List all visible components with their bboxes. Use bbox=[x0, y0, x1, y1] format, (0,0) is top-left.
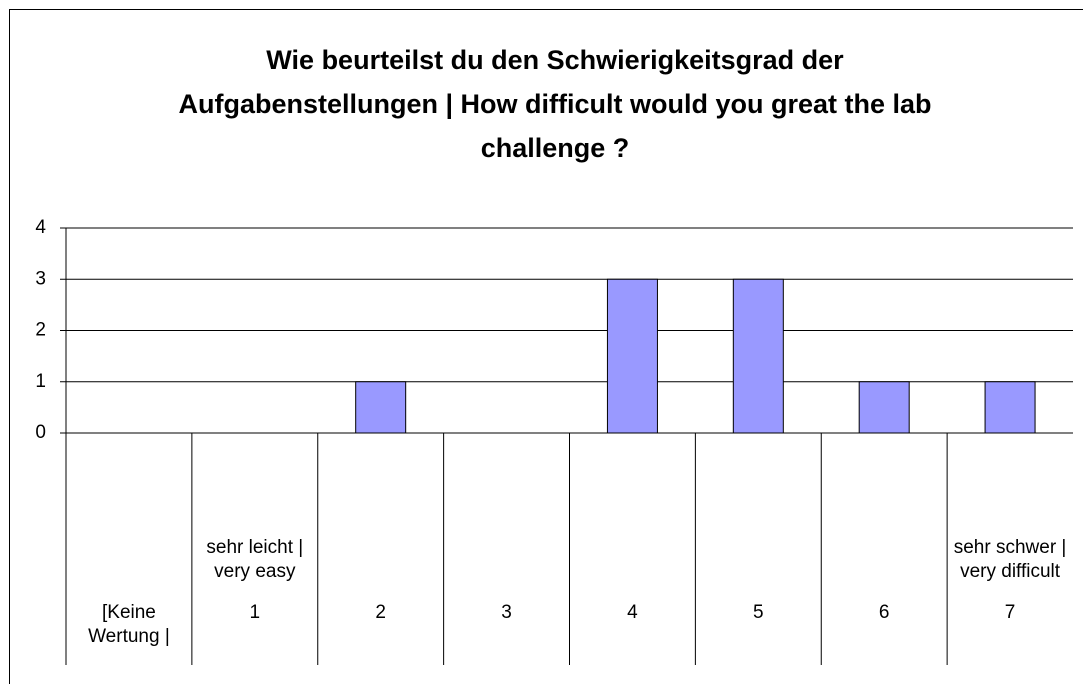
chart-frame bbox=[9, 9, 1083, 684]
y-tick-label: 3 bbox=[35, 268, 46, 289]
x-tick-label: 7 bbox=[1004, 602, 1016, 623]
x-tick-label: 6 bbox=[878, 602, 890, 623]
bar bbox=[858, 381, 910, 434]
y-tick-label: 2 bbox=[35, 320, 46, 341]
y-tick-label: 1 bbox=[35, 371, 46, 392]
bar bbox=[355, 381, 407, 434]
y-tick-label: 0 bbox=[35, 422, 46, 443]
y-tick-label: 4 bbox=[35, 217, 46, 238]
x-tick-label: 1 bbox=[249, 602, 261, 623]
bar bbox=[732, 278, 784, 434]
x-tick-label: 3 bbox=[501, 602, 512, 623]
chart-title: Wie beurteilst du den Schwierigkeitsgrad… bbox=[178, 45, 932, 163]
bar bbox=[606, 278, 658, 434]
x-tick-label: 2 bbox=[375, 602, 386, 623]
x-tick-label: 4 bbox=[627, 602, 638, 623]
bar bbox=[984, 381, 1036, 434]
x-tick-label: 5 bbox=[753, 602, 764, 623]
x-category-description: sehr leicht | very easy bbox=[206, 537, 304, 582]
x-category-description: sehr schwer | very difficult bbox=[953, 537, 1067, 582]
x-tick-label: [Keine Wertung | bbox=[88, 602, 170, 647]
